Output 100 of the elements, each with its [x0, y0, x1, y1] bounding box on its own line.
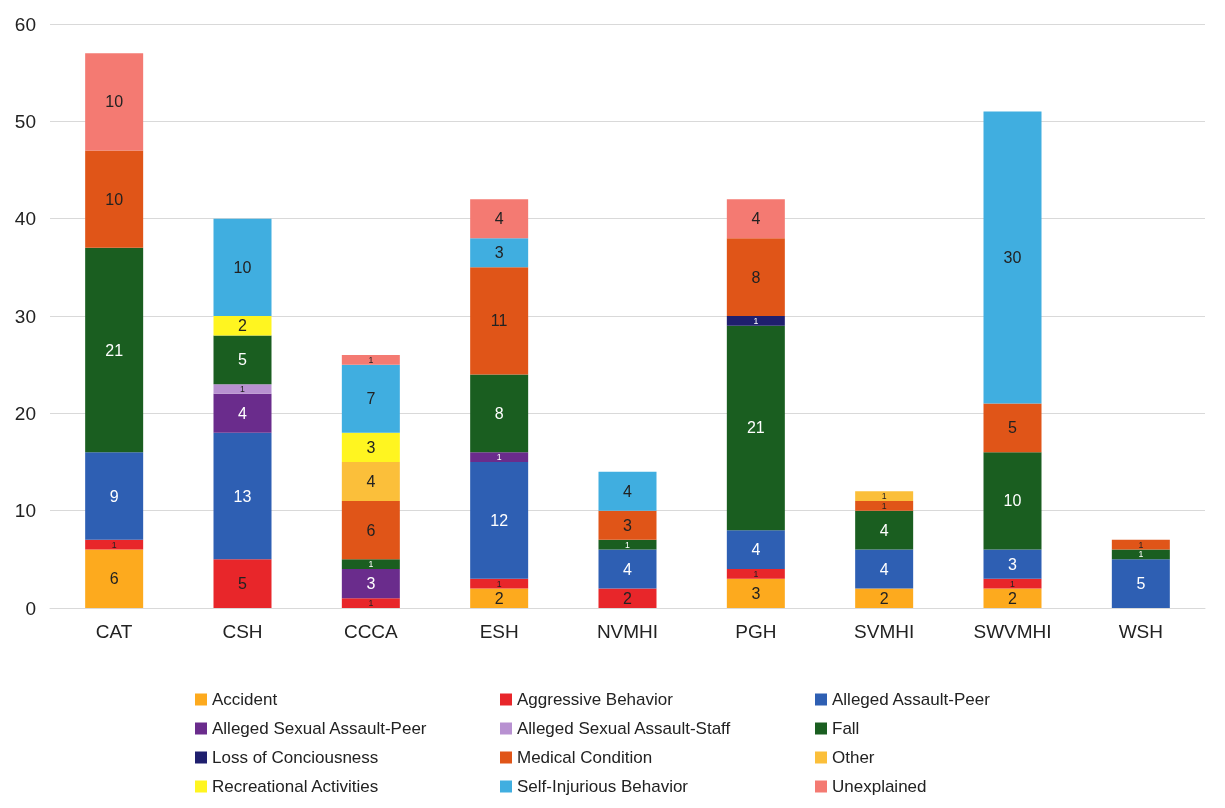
- legend-label: Recreational Activities: [212, 777, 379, 796]
- bar: [855, 588, 914, 608]
- data-label: 2: [1008, 589, 1018, 607]
- bar: [85, 539, 144, 550]
- data-label: 1: [753, 315, 759, 326]
- data-label: 1: [1138, 539, 1144, 550]
- legend-label: Medical Condition: [517, 748, 653, 767]
- data-label: 4: [879, 560, 889, 578]
- bar: [855, 549, 914, 589]
- bar: [470, 588, 529, 608]
- bar: [341, 569, 400, 599]
- bar: [470, 462, 529, 579]
- bar: [213, 559, 272, 608]
- data-label: 4: [879, 521, 889, 539]
- data-label: 4: [751, 210, 761, 228]
- y-tick-label: 20: [14, 402, 36, 424]
- bar: [470, 578, 529, 589]
- data-label: 1: [881, 491, 887, 502]
- data-label: 10: [1003, 492, 1022, 510]
- bar: [598, 588, 657, 608]
- data-label: 1: [368, 598, 374, 609]
- bar: [470, 374, 529, 453]
- data-label: 1: [368, 559, 374, 570]
- bar: [341, 364, 400, 433]
- bar: [598, 539, 657, 550]
- data-label: 21: [746, 419, 765, 437]
- data-label: 2: [494, 589, 504, 607]
- data-label: 2: [238, 317, 248, 335]
- bar: [470, 452, 529, 462]
- data-label: 3: [366, 575, 376, 593]
- y-tick-label: 40: [14, 208, 36, 230]
- bar: [726, 325, 785, 531]
- bar: [470, 267, 529, 375]
- bar: [983, 452, 1042, 550]
- data-label: 12: [490, 511, 509, 529]
- bar: [341, 432, 400, 462]
- bar: [726, 578, 785, 608]
- data-label: 3: [494, 244, 504, 262]
- bar: [726, 316, 785, 326]
- data-label: 2: [623, 589, 633, 607]
- bar: [213, 393, 272, 433]
- bar: [726, 530, 785, 570]
- x-tick-label: CCCA: [343, 621, 399, 642]
- bar: [598, 549, 657, 589]
- bar: [983, 111, 1042, 404]
- bar: [213, 335, 272, 385]
- data-label: 1: [111, 539, 117, 550]
- bar: [470, 238, 529, 268]
- data-label: 10: [233, 258, 252, 276]
- bar: [85, 53, 144, 151]
- y-tick-label: 50: [14, 110, 36, 132]
- data-label: 8: [494, 404, 504, 422]
- data-label: 1: [1138, 549, 1144, 560]
- legend-label: Other: [832, 748, 875, 767]
- x-tick-label: CSH: [222, 621, 263, 642]
- x-tick-label: WSH: [1118, 621, 1163, 642]
- bar: [983, 588, 1042, 608]
- legend-label: Fall: [832, 719, 860, 738]
- bar: [855, 510, 914, 550]
- data-label: 1: [753, 568, 759, 579]
- bar: [85, 150, 144, 248]
- data-label: 1: [496, 578, 502, 589]
- data-label: 3: [1008, 555, 1018, 573]
- data-label: 5: [1008, 419, 1018, 437]
- data-label: 1: [625, 539, 631, 550]
- y-tick-label: 10: [14, 500, 36, 522]
- data-label: 1: [496, 452, 502, 463]
- bar: [726, 199, 785, 239]
- bar: [341, 559, 400, 570]
- data-label: 6: [109, 570, 119, 588]
- bar: [598, 510, 657, 540]
- bar: [213, 316, 272, 336]
- bar: [213, 384, 272, 394]
- legend-label: Alleged Assault-Peer: [832, 690, 991, 709]
- data-label: 21: [105, 341, 124, 359]
- bar: [341, 462, 400, 501]
- legend-label: Alleged Sexual Assault-Peer: [212, 719, 427, 738]
- x-tick-label: SVMHI: [854, 621, 915, 642]
- x-tick-label: CAT: [95, 621, 133, 642]
- data-label: 3: [366, 438, 376, 456]
- legend-label: Aggressive Behavior: [517, 690, 674, 709]
- bar: [85, 247, 144, 453]
- bar: [855, 491, 914, 501]
- bar: [1111, 549, 1170, 560]
- data-label: 7: [366, 390, 376, 408]
- data-label: 6: [366, 521, 376, 539]
- bar: [341, 500, 400, 560]
- legend-label: Alleged Sexual Assault-Staff: [517, 719, 731, 738]
- bar: [1111, 539, 1170, 550]
- x-tick-label: ESH: [479, 621, 519, 642]
- bar: [213, 218, 272, 316]
- y-tick-label: 60: [14, 13, 36, 35]
- bar: [726, 569, 785, 579]
- x-tick-label: NVMHI: [596, 621, 659, 642]
- bar: [983, 578, 1042, 589]
- data-label: 5: [238, 351, 248, 369]
- data-label: 2: [879, 589, 889, 607]
- legend-label: Accident: [212, 690, 278, 709]
- legend-label: Unexplained: [832, 777, 927, 796]
- data-label: 4: [494, 210, 504, 228]
